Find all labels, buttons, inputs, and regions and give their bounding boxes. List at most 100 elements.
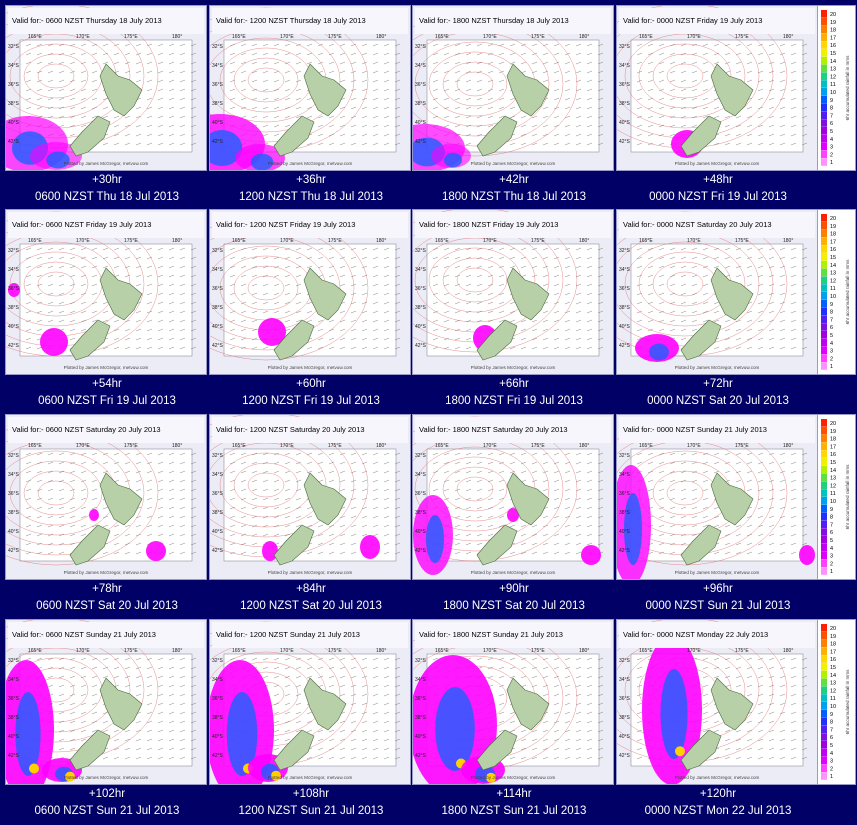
lat-tick-label: 32°S: [415, 44, 427, 50]
rainfall-map-thumbnail[interactable]: Valid for:- 1200 NZST Saturday 20 July 2…: [209, 414, 411, 580]
legend-value: 13: [830, 476, 836, 482]
legend-value: 14: [830, 673, 836, 679]
rainfall-map: Valid for:- 0000 NZST Sunday 21 July 201…: [617, 415, 817, 579]
rainfall-map-thumbnail[interactable]: Valid for:- 0600 NZST Sunday 21 July 201…: [5, 619, 207, 785]
forecast-panel[interactable]: Valid for:- 0600 NZST Sunday 21 July 201…: [5, 619, 209, 825]
legend-value: 7: [830, 522, 833, 528]
legend-swatch: [821, 764, 827, 772]
rainfall-map-thumbnail[interactable]: Valid for:- 0600 NZST Thursday 18 July 2…: [5, 5, 207, 171]
lat-tick-label: 34°S: [415, 63, 427, 69]
forecast-panel[interactable]: Valid for:- 1800 NZST Thursday 18 July 2…: [412, 5, 616, 211]
panel-header: [619, 417, 815, 443]
forecast-panel[interactable]: Valid for:- 0600 NZST Saturday 20 July 2…: [5, 414, 209, 620]
legend-value: 1: [830, 569, 833, 575]
forecast-panel[interactable]: Valid for:- 1800 NZST Friday 19 July 201…: [412, 209, 616, 415]
lon-tick-label: 175°E: [328, 34, 342, 40]
lat-tick-label: 34°S: [8, 472, 20, 478]
panel-header: [8, 212, 204, 238]
legend-value: 5: [830, 538, 833, 544]
legend-swatch: [821, 551, 827, 560]
legend-value: 1: [830, 160, 833, 166]
legend-value: 10: [830, 90, 836, 96]
lon-tick-label: 175°E: [531, 648, 545, 654]
legend-swatch: [821, 119, 827, 127]
lon-tick-label: 165°E: [435, 648, 449, 654]
south-island: [476, 319, 518, 361]
legend-value: 8: [830, 310, 833, 316]
legend-swatch: [821, 772, 827, 780]
legend-value: 10: [830, 704, 836, 710]
rainfall-map-thumbnail[interactable]: Valid for:- 0600 NZST Saturday 20 July 2…: [5, 414, 207, 580]
lat-tick-label: 36°S: [619, 491, 631, 497]
legend-value: 3: [830, 554, 833, 560]
lat-tick-label: 38°S: [619, 305, 631, 311]
forecast-panel[interactable]: Valid for:- 0600 NZST Friday 19 July 201…: [5, 209, 209, 415]
rainfall-areas: [413, 655, 505, 784]
lat-tick-label: 32°S: [212, 248, 224, 254]
forecast-panel[interactable]: Valid for:- 1200 NZST Friday 19 July 201…: [209, 209, 413, 415]
rainfall-map-thumbnail[interactable]: Valid for:- 0000 NZST Monday 22 July 201…: [616, 619, 818, 785]
forecast-panel[interactable]: Valid for:- 1200 NZST Thursday 18 July 2…: [209, 5, 413, 211]
legend-swatch: [821, 717, 827, 726]
rainfall-map-thumbnail[interactable]: Valid for:- 1800 NZST Sunday 21 July 201…: [412, 619, 614, 785]
legend-value: 15: [830, 460, 836, 466]
rainfall-legend: 20 19 18 17 16 15 14 13 12 11 10 9 8 7 6 5 4 3 2 1 6hr accum…: [817, 5, 856, 171]
valid-time-text: Valid for:- 1200 NZST Thursday 18 July 2…: [216, 16, 366, 25]
legend-value: 20: [830, 12, 836, 18]
legend-swatch: [821, 276, 827, 284]
forecast-time-label: 1800 NZST Fri 19 Jul 2013: [445, 395, 583, 407]
lat-tick-label: 36°S: [619, 286, 631, 292]
legend-value: 16: [830, 452, 836, 458]
forecast-panel[interactable]: Valid for:- 1200 NZST Sunday 21 July 201…: [209, 619, 413, 825]
legend-value: 8: [830, 515, 833, 521]
lat-tick-label: 32°S: [415, 658, 427, 664]
forecast-panel[interactable]: Valid for:- 0000 NZST Monday 22 July 201…: [616, 619, 820, 825]
rainfall-map-thumbnail[interactable]: Valid for:- 1200 NZST Sunday 21 July 201…: [209, 619, 411, 785]
rainfall-map-thumbnail[interactable]: Valid for:- 1800 NZST Friday 19 July 201…: [412, 209, 614, 375]
credit-text: Plotted by James McGregor, metvuw.com: [268, 161, 353, 166]
lon-tick-label: 170°E: [687, 238, 701, 244]
lat-tick-label: 42°S: [8, 139, 20, 145]
forecast-panel[interactable]: Valid for:- 1800 NZST Sunday 21 July 201…: [412, 619, 616, 825]
lat-tick-label: 36°S: [619, 82, 631, 88]
lat-tick-label: 40°S: [415, 120, 427, 126]
legend-swatch: [821, 307, 827, 316]
lat-tick-label: 38°S: [8, 101, 20, 107]
forecast-panel[interactable]: Valid for:- 0000 NZST Friday 19 July 201…: [616, 5, 820, 211]
legend-swatch: [821, 702, 827, 710]
legend-swatch: [821, 354, 827, 362]
legend-value: 18: [830, 437, 836, 443]
lat-tick-label: 42°S: [619, 343, 631, 349]
rainfall-map-thumbnail[interactable]: Valid for:- 1200 NZST Thursday 18 July 2…: [209, 5, 411, 171]
rainfall-map-thumbnail[interactable]: Valid for:- 1800 NZST Saturday 20 July 2…: [412, 414, 614, 580]
forecast-panel[interactable]: Valid for:- 0000 NZST Sunday 21 July 201…: [616, 414, 820, 620]
legend-swatch: [821, 733, 827, 741]
map-area: [630, 448, 804, 562]
credit-text: Plotted by James McGregor, metvuw.com: [64, 365, 149, 370]
legend-value: 9: [830, 98, 833, 104]
rainfall-map-thumbnail[interactable]: Valid for:- 0000 NZST Friday 19 July 201…: [616, 5, 818, 171]
rainfall-map-thumbnail[interactable]: Valid for:- 1200 NZST Friday 19 July 201…: [209, 209, 411, 375]
south-island: [273, 319, 315, 361]
panel-header: [212, 212, 408, 238]
lat-tick-label: 34°S: [619, 63, 631, 69]
legend-swatch: [821, 655, 827, 663]
legend-swatch: [821, 624, 827, 632]
rainfall-map-thumbnail[interactable]: Valid for:- 0000 NZST Sunday 21 July 201…: [616, 414, 818, 580]
lat-tick-label: 38°S: [415, 715, 427, 721]
lon-tick-label: 170°E: [76, 34, 90, 40]
rainfall-map-thumbnail[interactable]: Valid for:- 0000 NZST Saturday 20 July 2…: [616, 209, 818, 375]
panel-header: [415, 622, 611, 648]
rainfall-map: Valid for:- 1800 NZST Friday 19 July 201…: [413, 210, 613, 374]
rainfall-map-thumbnail[interactable]: Valid for:- 1800 NZST Thursday 18 July 2…: [412, 5, 614, 171]
forecast-panel[interactable]: Valid for:- 1200 NZST Saturday 20 July 2…: [209, 414, 413, 620]
lat-tick-label: 32°S: [415, 453, 427, 459]
forecast-panel[interactable]: Valid for:- 0600 NZST Thursday 18 July 2…: [5, 5, 209, 211]
forecast-panel[interactable]: Valid for:- 0000 NZST Saturday 20 July 2…: [616, 209, 820, 415]
rainfall-map: Valid for:- 0600 NZST Saturday 20 July 2…: [6, 415, 206, 579]
rainfall-map-thumbnail[interactable]: Valid for:- 0600 NZST Friday 19 July 201…: [5, 209, 207, 375]
forecast-panel[interactable]: Valid for:- 1800 NZST Saturday 20 July 2…: [412, 414, 616, 620]
lat-tick-label: 38°S: [619, 101, 631, 107]
legend-value: 13: [830, 681, 836, 687]
forecast-hour-label: +108hr: [292, 788, 330, 800]
